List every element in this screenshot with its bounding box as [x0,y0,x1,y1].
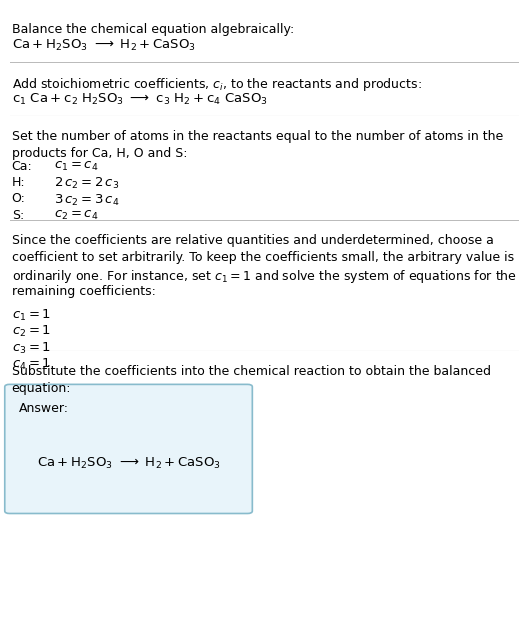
FancyBboxPatch shape [5,384,252,514]
Text: $2\,c_2 = 2\,c_3$: $2\,c_2 = 2\,c_3$ [54,176,120,191]
Text: Add stoichiometric coefficients, $c_i$, to the reactants and products:: Add stoichiometric coefficients, $c_i$, … [12,76,422,93]
Text: $\mathrm{Ca + H_2SO_3 \ \longrightarrow \ H_2 + CaSO_3}$: $\mathrm{Ca + H_2SO_3 \ \longrightarrow … [12,38,196,53]
Text: $\mathrm{c_1\ Ca + c_2\ H_2SO_3 \ \longrightarrow \ c_3\ H_2 + c_4\ CaSO_3}$: $\mathrm{c_1\ Ca + c_2\ H_2SO_3 \ \longr… [12,92,268,107]
Text: S:: S: [12,209,24,222]
Text: Answer:: Answer: [19,402,69,414]
Text: Since the coefficients are relative quantities and underdetermined, choose a: Since the coefficients are relative quan… [12,234,494,247]
Text: Balance the chemical equation algebraically:: Balance the chemical equation algebraica… [12,23,294,36]
Text: $\mathrm{Ca + H_2SO_3 \ \longrightarrow \ H_2 + CaSO_3}$: $\mathrm{Ca + H_2SO_3 \ \longrightarrow … [37,456,221,472]
Text: H:: H: [12,176,25,189]
Text: ordinarily one. For instance, set $c_1 = 1$ and solve the system of equations fo: ordinarily one. For instance, set $c_1 =… [12,268,517,285]
Text: $c_1 = 1$: $c_1 = 1$ [12,308,51,323]
Text: products for Ca, H, O and S:: products for Ca, H, O and S: [12,147,187,160]
Text: $c_2 = c_4$: $c_2 = c_4$ [54,209,98,222]
Text: $c_4 = 1$: $c_4 = 1$ [12,357,51,372]
Text: Set the number of atoms in the reactants equal to the number of atoms in the: Set the number of atoms in the reactants… [12,130,503,143]
Text: $3\,c_2 = 3\,c_4$: $3\,c_2 = 3\,c_4$ [54,192,120,208]
Text: Substitute the coefficients into the chemical reaction to obtain the balanced: Substitute the coefficients into the che… [12,365,490,378]
Text: remaining coefficients:: remaining coefficients: [12,285,156,298]
Text: $c_1 = c_4$: $c_1 = c_4$ [54,160,98,173]
Text: $c_3 = 1$: $c_3 = 1$ [12,340,51,356]
Text: coefficient to set arbitrarily. To keep the coefficients small, the arbitrary va: coefficient to set arbitrarily. To keep … [12,251,514,264]
Text: $c_2 = 1$: $c_2 = 1$ [12,324,51,339]
Text: Ca:: Ca: [12,160,32,173]
Text: O:: O: [12,192,25,206]
Text: equation:: equation: [12,382,71,395]
